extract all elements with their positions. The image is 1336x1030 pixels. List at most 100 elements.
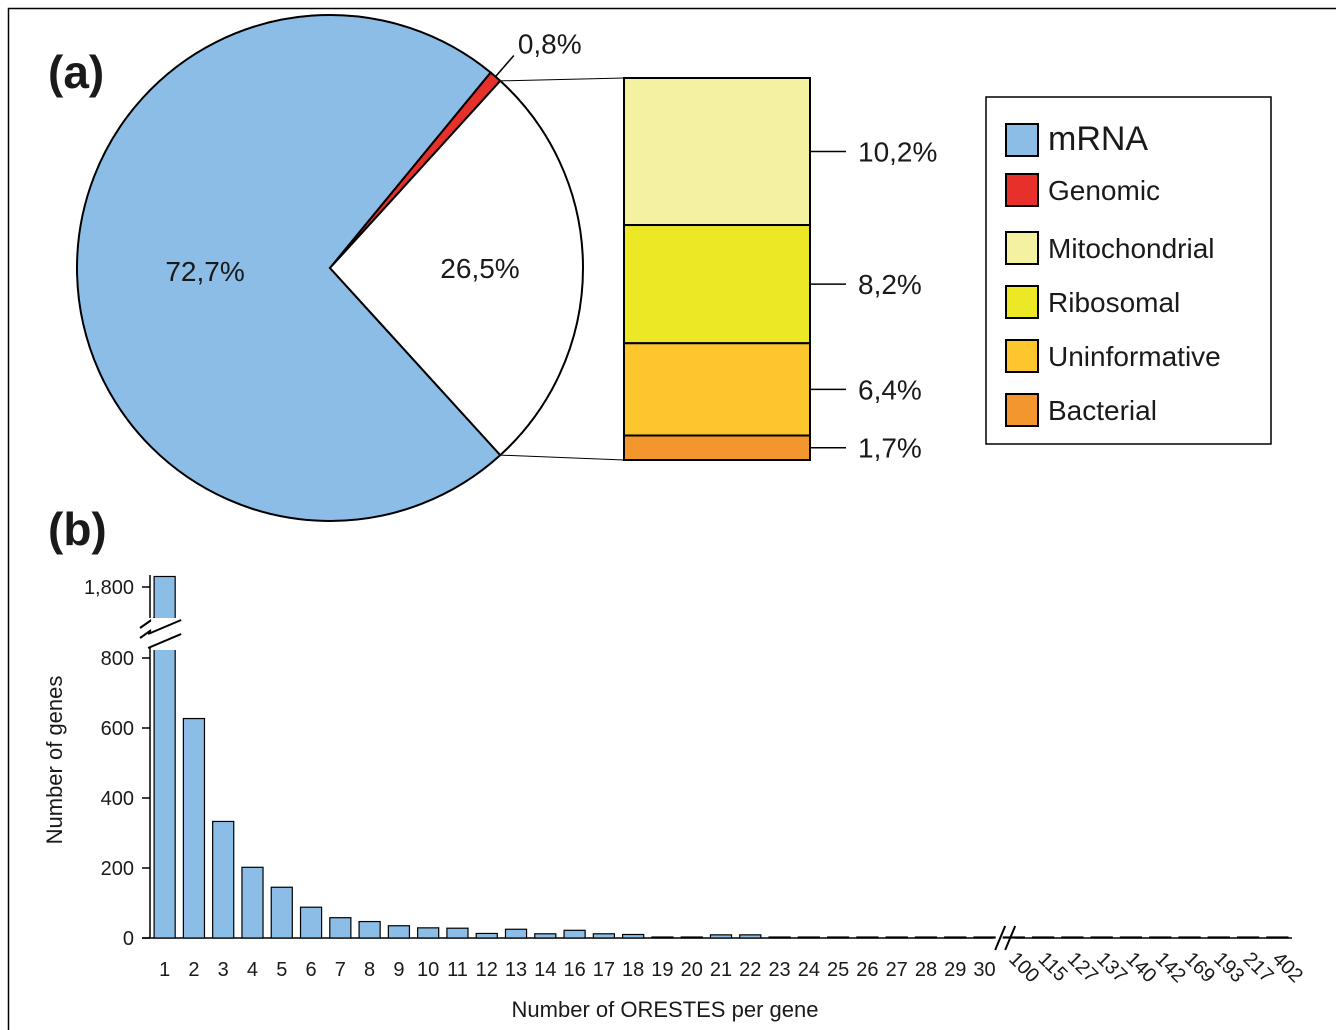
legend-swatch-ribosomal [1005,285,1039,319]
x-tick-label-30: 30 [973,959,995,981]
bar-9 [387,925,411,939]
figure-frame [7,7,1336,1030]
breakdown-connector-bottom [500,454,625,461]
bar-100 [1002,936,1025,939]
legend-label-genomic: Genomic [1048,175,1160,206]
x-tick-label-402: 402 [1268,948,1307,987]
pie-label-leader-genomic [494,54,515,78]
x-tick-label-10: 10 [417,959,439,981]
bar-19 [651,936,674,939]
bar-16 [563,929,586,939]
x-tick-label-9: 9 [393,959,404,981]
y-tick-label-1800: 1,800 [84,577,134,599]
y-tick-label-200: 200 [101,858,134,880]
x-tick-label-16: 16 [563,959,585,981]
x-tick-label-3: 3 [218,959,229,981]
bar-1 [153,575,176,939]
x-tick-label-169: 169 [1180,948,1219,987]
pie-chart: 72,7% 0,8% 26,5% [76,14,584,522]
bar-127 [1061,936,1084,939]
bar-217 [1236,936,1260,939]
panel-a-letter: (a) [48,46,104,98]
bar-7 [329,917,352,939]
bar-21 [709,934,733,939]
bar-14 [534,933,557,939]
bar-2 [182,717,206,939]
x-tick-label-5: 5 [276,959,287,981]
stack-segment-bacterial [623,434,811,462]
x-tick-label-28: 28 [915,959,937,981]
bar-break-mark-1 [147,619,182,635]
x-tick-label-13: 13 [505,959,527,981]
x-tick-label-24: 24 [798,959,820,981]
bar-13 [504,928,528,939]
bar-26 [856,936,879,939]
x-tick-label-20: 20 [681,959,703,981]
x-tick-label-12: 12 [476,959,498,981]
x-tick-label-19: 19 [651,959,673,981]
bar-23 [768,936,791,939]
y-tick-label-0: 0 [123,928,134,950]
stack-label-uninformative: 6,4% [858,374,922,405]
x-tick-label-140: 140 [1121,948,1160,987]
stack-segment-uninformative [623,342,811,437]
legend-label-uninformative: Uninformative [1048,341,1221,372]
legend-swatch-uninformative [1005,339,1039,373]
stack-label-ribosomal: 8,2% [858,269,922,300]
x-tick-label-26: 26 [856,959,878,981]
x-tick-label-137: 137 [1092,948,1131,987]
pie-label-other: 26,5% [440,253,519,284]
bar-30 [973,936,996,939]
y-tick-label-600: 600 [101,718,134,740]
x-tick-label-14: 14 [534,959,556,981]
bar-27 [885,936,908,939]
stack-label-mitochondrial: 10,2% [858,137,937,168]
bar-137 [1090,936,1113,939]
x-tick-label-25: 25 [827,959,849,981]
breakdown-connector-top [500,77,625,82]
pie-slice-mrna [76,14,502,522]
legend-swatch-mitochondrial [1005,231,1039,265]
x-tick-label-27: 27 [886,959,908,981]
x-tick-label-21: 21 [710,959,732,981]
y-axis-title: Number of genes [42,676,67,845]
x-tick-label-7: 7 [335,959,346,981]
legend-label-mitochondrial: Mitochondrial [1048,233,1215,264]
legend-label-bacterial: Bacterial [1048,395,1157,426]
legend: mRNA Genomic Mitochondrial Ribosomal Uninfor… [985,96,1272,445]
bar-193 [1207,936,1230,939]
legend-swatch-genomic [1005,173,1039,207]
breakdown-stacked-bar: 10,2% 8,2% 6,4% 1,7% [500,77,937,464]
bar-29 [944,936,967,939]
bar-break-mark-2 [147,633,182,649]
stack-label-bacterial: 1,7% [858,433,922,464]
x-tick-label-142: 142 [1151,948,1190,987]
x-tick-label-2: 2 [188,959,199,981]
bar-11 [446,927,469,939]
x-tick-label-23: 23 [768,959,790,981]
x-tick-label-29: 29 [944,959,966,981]
bar-10 [417,927,440,939]
legend-swatch-mrna [1005,123,1039,157]
panel-b-letter: (b) [48,503,107,555]
x-tick-label-22: 22 [739,959,761,981]
x-axis-title: Number of ORESTES per gene [512,997,819,1022]
x-tick-label-11: 11 [447,959,468,981]
bar-140 [1119,936,1143,939]
x-tick-label-115: 115 [1034,948,1072,986]
x-tick-label-8: 8 [364,959,375,981]
x-tick-label-217: 217 [1239,948,1278,987]
legend-label-mrna: mRNA [1048,120,1148,158]
bar-28 [914,936,938,939]
y-tick-label-400: 400 [101,788,134,810]
y-tick-label-800: 800 [101,648,134,670]
x-axis-break-mark-1 [994,925,1007,951]
x-tick-label-18: 18 [622,959,644,981]
bar-17 [592,933,616,939]
stack-segment-mitochondrial [623,77,811,227]
bar-3 [212,820,235,939]
x-tick-label-127: 127 [1063,948,1102,987]
bar-169 [1178,936,1201,939]
